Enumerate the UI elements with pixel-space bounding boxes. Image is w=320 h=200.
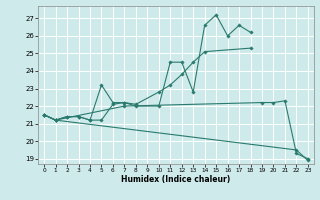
X-axis label: Humidex (Indice chaleur): Humidex (Indice chaleur) — [121, 175, 231, 184]
